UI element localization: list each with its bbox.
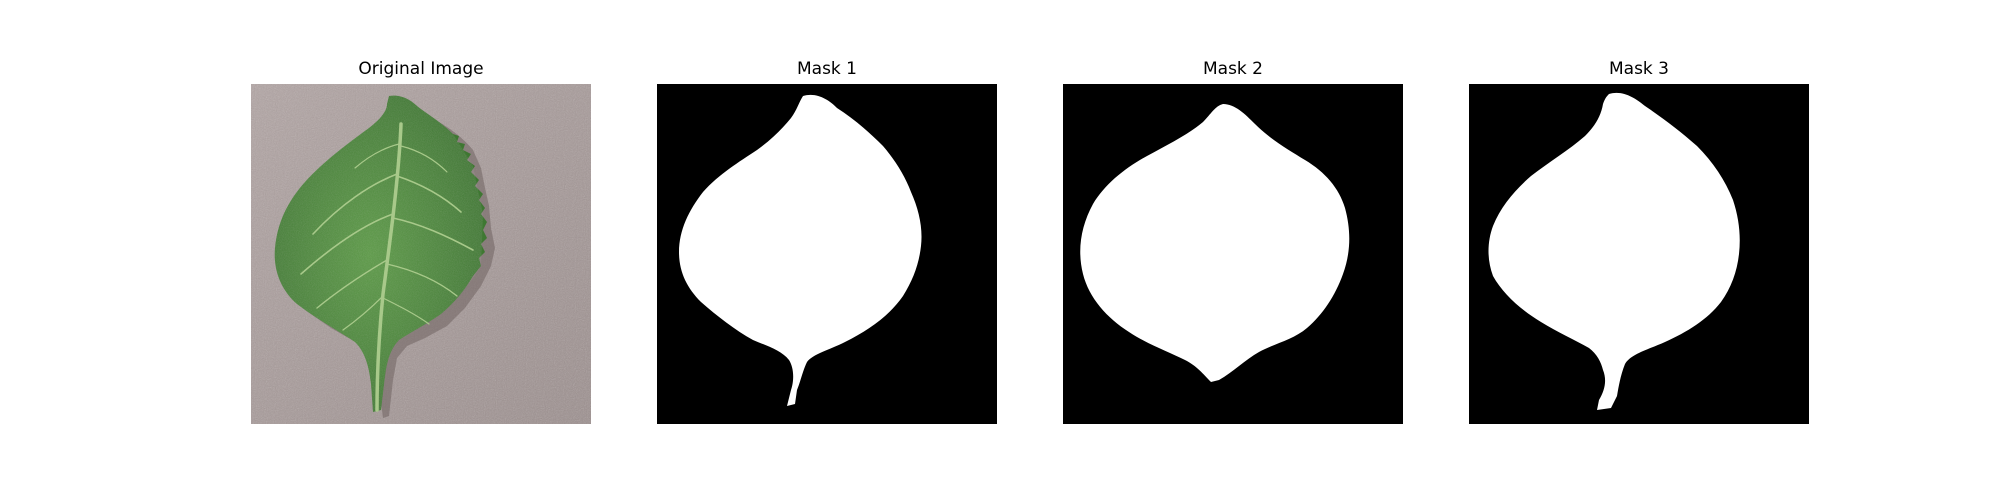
- mask-1-leaf-shape: [679, 94, 922, 407]
- mask-1-image: [657, 84, 997, 424]
- original-image-panel: Original Image: [251, 57, 591, 424]
- mask-2-image: [1063, 84, 1403, 424]
- leaf-veins: [300, 122, 474, 412]
- original-leaf-photo: [251, 84, 591, 424]
- panel-title-mask-3: Mask 3: [1608, 59, 1669, 79]
- mask-3-leaf-shape: [1488, 92, 1740, 411]
- mask-1-panel: Mask 1: [657, 57, 997, 424]
- panel-title-original-image: Original Image: [358, 59, 484, 79]
- mask-2-leaf-shape: [1080, 104, 1350, 382]
- mask-3-image: [1469, 84, 1809, 424]
- mask-2-panel: Mask 2: [1063, 57, 1403, 424]
- panel-title-mask-2: Mask 2: [1202, 59, 1263, 79]
- panel-title-mask-1: Mask 1: [796, 59, 857, 79]
- mask-3-panel: Mask 3: [1469, 57, 1809, 424]
